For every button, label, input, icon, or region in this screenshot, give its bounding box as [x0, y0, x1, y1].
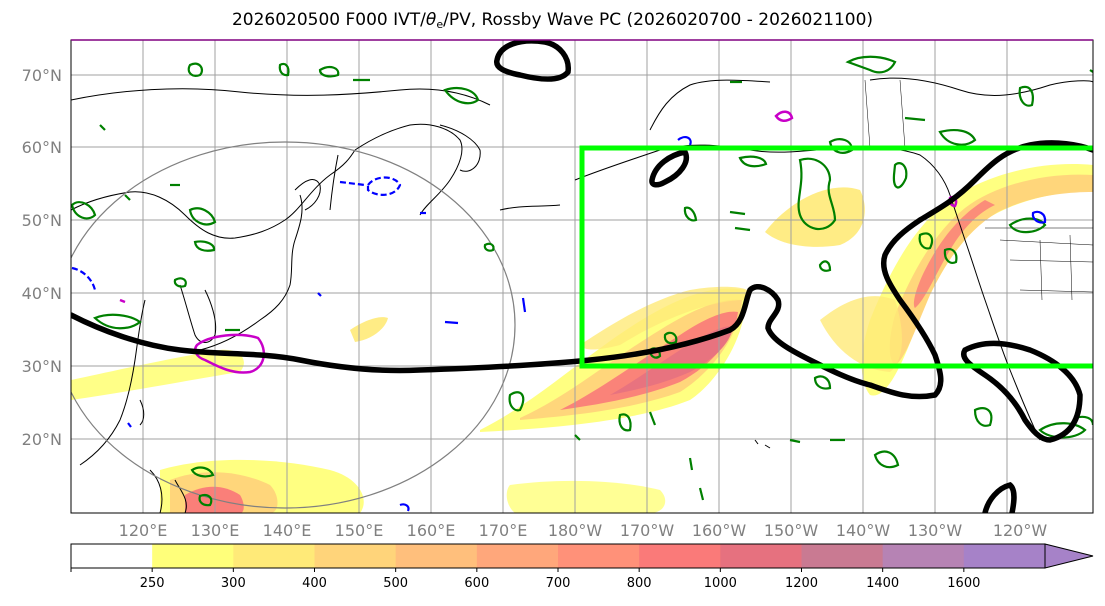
lon-tick-labels: 120°E 130°E 140°E 150°E 160°E 170°E 180°… — [119, 521, 1048, 540]
lon-label-160w: 160°W — [692, 521, 747, 540]
colorbar-segment — [801, 544, 884, 568]
lon-label-140e: 140°E — [263, 521, 312, 540]
colorbar-tick-label: 500 — [383, 576, 408, 591]
colorbar-segment — [476, 544, 559, 568]
rossby-wave-circle — [71, 141, 516, 509]
lat-label-40: 40°N — [22, 284, 62, 303]
colorbar-tick-label: 1200 — [785, 576, 818, 591]
lon-label-120e: 120°E — [119, 521, 168, 540]
pc-box — [579, 145, 1093, 369]
colorbar-tick-label: 400 — [302, 576, 327, 591]
colorbar-tick-label: 800 — [627, 576, 652, 591]
colorbar-segment — [963, 544, 1046, 568]
colorbar-tick-label: 1400 — [866, 576, 899, 591]
colorbar-segment — [395, 544, 478, 568]
colorbar-labels: 250 300 400 500 600 700 800 1000 1200 1400 1600 — [140, 576, 981, 591]
lon-label-180w: 180°W — [548, 521, 603, 540]
lat-label-70: 70°N — [22, 66, 62, 85]
map-title: 2026020500 F000 IVT/θe/PV, Rossby Wave P… — [231, 10, 874, 31]
lon-label-160e: 160°E — [407, 521, 456, 540]
colorbar-tick-label: 1600 — [947, 576, 980, 591]
colorbar-segment — [71, 544, 153, 568]
pv-contours — [71, 40, 1093, 513]
lon-label-170e: 170°E — [479, 521, 528, 540]
lat-label-50: 50°N — [22, 211, 62, 230]
ivt-shading — [71, 164, 1093, 513]
theta-e-contours — [71, 55, 1093, 507]
lon-label-130w: 130°W — [908, 521, 963, 540]
lon-label-150e: 150°E — [335, 521, 384, 540]
lon-label-140w: 140°W — [836, 521, 891, 540]
colorbar-segment — [314, 544, 397, 568]
blue-contours — [71, 136, 1047, 512]
lat-label-20: 20°N — [22, 430, 62, 449]
lon-label-170w: 170°W — [620, 521, 675, 540]
colorbar-segment — [558, 544, 640, 568]
colorbar-segment — [233, 544, 315, 568]
colorbar-segment — [720, 544, 802, 568]
coastlines — [71, 77, 1093, 513]
colorbar-segment — [639, 544, 721, 568]
lat-label-30: 30°N — [22, 357, 62, 376]
lat-label-60: 60°N — [22, 138, 62, 157]
colorbar-tick-label: 700 — [546, 576, 571, 591]
colorbar-tick-label: 250 — [140, 576, 165, 591]
colorbar-segment — [152, 544, 234, 568]
lon-label-120w: 120°W — [993, 521, 1048, 540]
lon-label-150w: 150°W — [764, 521, 819, 540]
lon-label-130e: 130°E — [191, 521, 240, 540]
colorbar-extend-arrow — [1044, 543, 1094, 569]
colorbar-tick-label: 1000 — [704, 576, 737, 591]
colorbar — [70, 543, 1094, 572]
colorbar-segment — [882, 544, 965, 568]
lat-tick-labels: 70°N 60°N 50°N 40°N 30°N 20°N — [22, 66, 62, 449]
colorbar-tick-label: 300 — [221, 576, 246, 591]
colorbar-tick-label: 600 — [464, 576, 489, 591]
